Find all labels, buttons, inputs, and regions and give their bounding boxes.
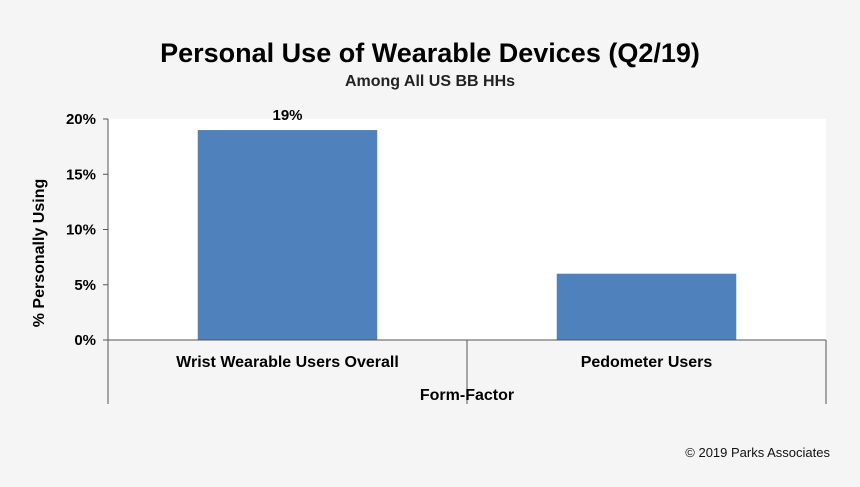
x-category-label: Pedometer Users	[581, 354, 713, 371]
bar-group: 19%	[197, 107, 737, 340]
x-axis: Wrist Wearable Users Overall Pedometer Us…	[107, 339, 827, 404]
y-tick-label: 20%	[66, 111, 96, 128]
y-tick-label: 10%	[66, 222, 96, 239]
x-axis-title: Form-Factor	[420, 387, 514, 404]
chart-subtitle: Among All US BB HHs	[345, 73, 515, 90]
y-tick-label: 0%	[74, 332, 96, 349]
bar	[556, 273, 737, 340]
bar	[197, 130, 378, 340]
y-tick-label: 15%	[66, 166, 96, 183]
x-category-label: Wrist Wearable Users Overall	[176, 354, 399, 371]
y-axis: 0% 5% 10% 15% 20%	[66, 111, 109, 349]
copyright-text: © 2019 Parks Associates	[685, 445, 830, 460]
y-tick-label: 5%	[74, 277, 96, 294]
y-axis-title: % Personally Using	[31, 179, 48, 328]
chart-title: Personal Use of Wearable Devices (Q2/19)	[160, 38, 700, 68]
bar-data-label: 19%	[272, 107, 302, 124]
